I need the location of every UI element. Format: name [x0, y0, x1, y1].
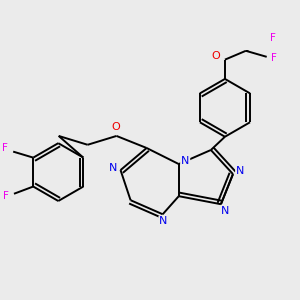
Text: F: F [3, 191, 9, 201]
Text: F: F [2, 143, 8, 153]
Text: N: N [109, 163, 118, 173]
Text: F: F [270, 33, 276, 43]
Text: N: N [159, 217, 168, 226]
Text: N: N [221, 206, 229, 216]
Text: O: O [111, 122, 120, 132]
Text: O: O [212, 51, 220, 62]
Text: F: F [271, 53, 277, 63]
Text: N: N [181, 156, 189, 166]
Text: N: N [236, 166, 244, 176]
